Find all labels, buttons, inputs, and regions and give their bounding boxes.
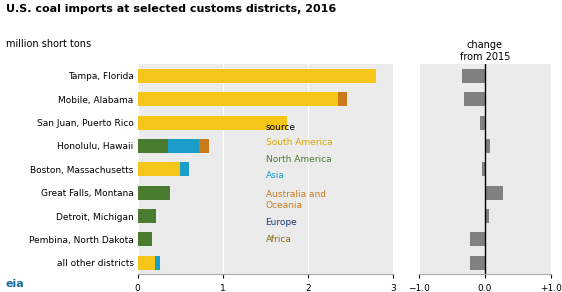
Bar <box>484 139 490 153</box>
Text: million short tons: million short tons <box>6 39 90 49</box>
Text: U.S. coal imports at selected customs districts, 2016: U.S. coal imports at selected customs di… <box>6 4 336 14</box>
Bar <box>199 139 209 153</box>
Bar <box>484 209 490 223</box>
Bar <box>470 232 484 246</box>
Bar <box>138 116 287 130</box>
Bar <box>461 69 484 83</box>
Bar <box>180 162 189 176</box>
Bar <box>484 186 503 200</box>
Bar <box>138 162 180 176</box>
Text: Europe: Europe <box>265 218 297 227</box>
Bar <box>155 256 160 270</box>
Bar <box>138 209 156 223</box>
Text: Asia: Asia <box>265 171 284 180</box>
Bar <box>138 232 152 246</box>
Bar <box>470 256 484 270</box>
Bar <box>138 69 377 83</box>
Bar <box>482 162 484 176</box>
Bar <box>464 92 484 106</box>
Bar <box>138 186 170 200</box>
Text: South America: South America <box>265 138 332 147</box>
Title: change
from 2015: change from 2015 <box>460 41 510 62</box>
Bar <box>138 256 155 270</box>
Text: Africa: Africa <box>265 234 292 244</box>
Bar <box>138 92 338 106</box>
Bar <box>138 139 167 153</box>
Text: source: source <box>265 123 296 132</box>
Bar <box>480 116 484 130</box>
Bar <box>167 139 199 153</box>
Text: eia: eia <box>6 279 24 289</box>
Bar <box>338 92 347 106</box>
Text: Australia and
Oceania: Australia and Oceania <box>265 190 325 210</box>
Text: North America: North America <box>265 155 331 164</box>
